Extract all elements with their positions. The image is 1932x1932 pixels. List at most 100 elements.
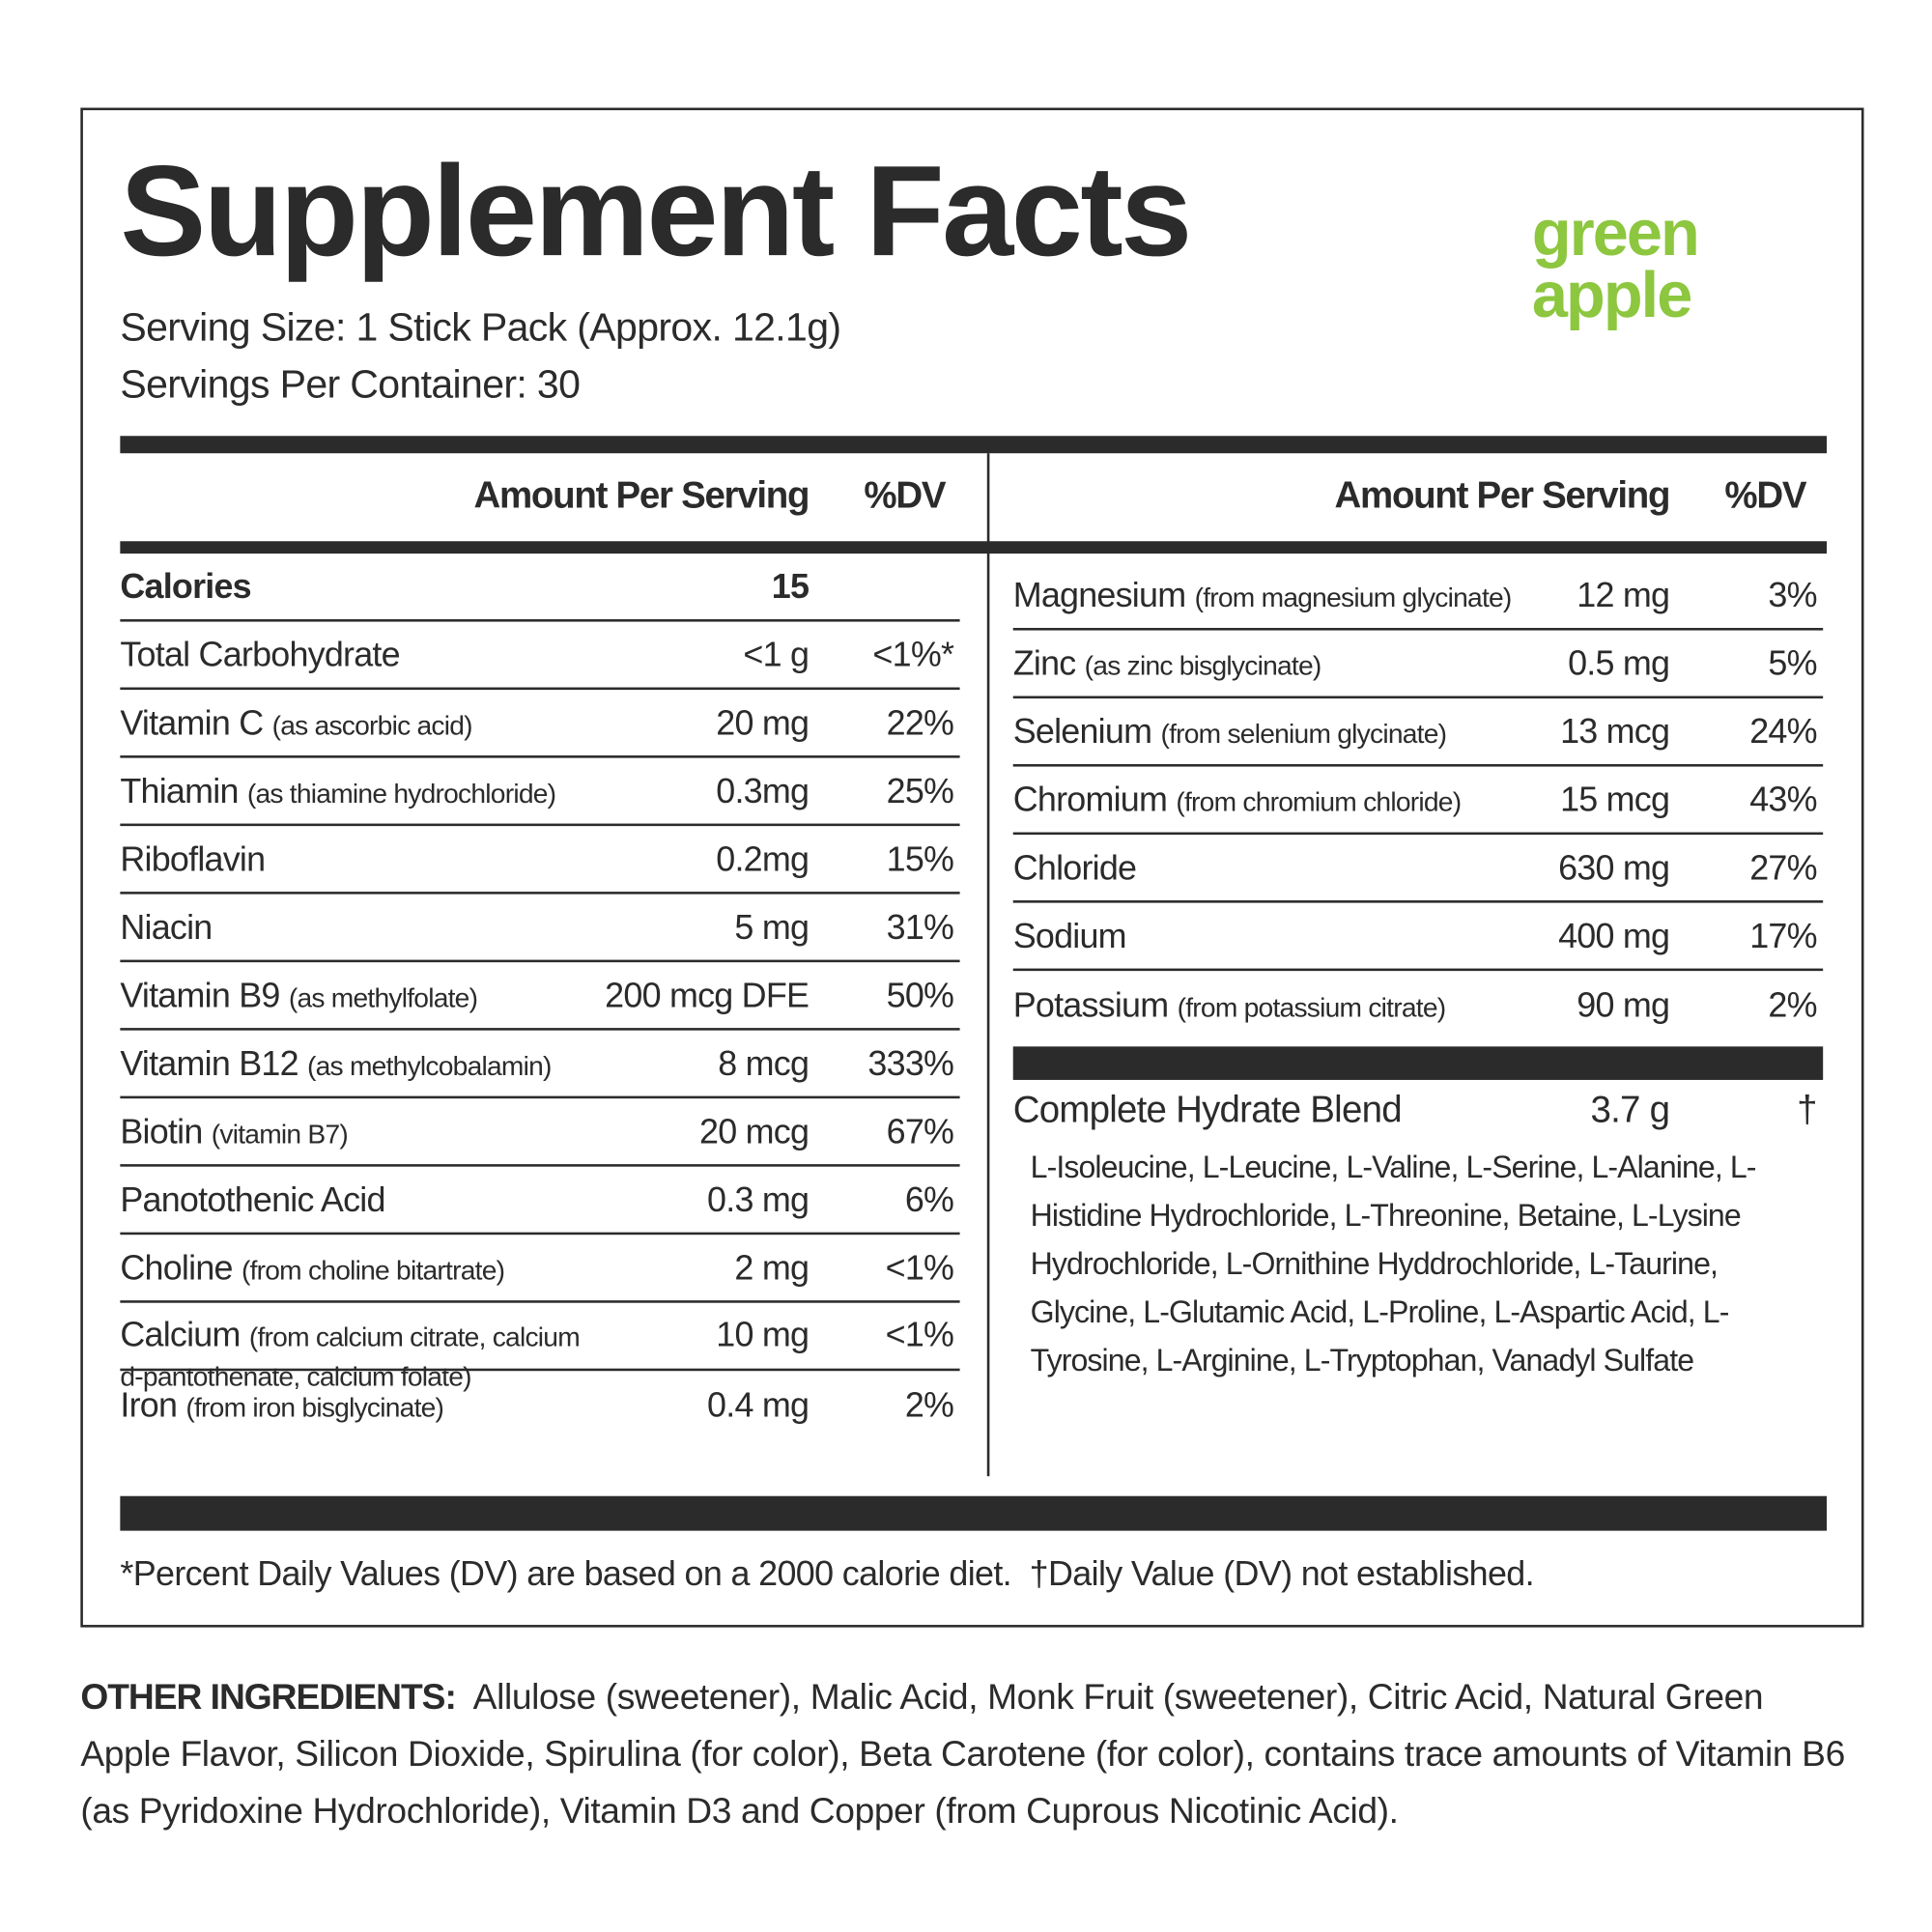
nutrient-name: Calories [120,566,251,606]
nutrient-note: (from potassium citrate) [1177,991,1447,1023]
nutrient-note: (from selenium glycinate) [1160,717,1447,749]
daily-value: 67% [886,1111,954,1151]
dv-header: %DV [864,475,946,517]
amount-header: Amount Per Serving [1334,475,1671,517]
nutrient-row: Vitamin B12 (as methylcobalamin) 8 mcg 333… [120,1031,960,1099]
blend-amount: 3.7 g [1590,1090,1670,1131]
amount: 0.3 mg [707,1179,810,1218]
daily-value: 2% [1768,984,1817,1024]
nutrient: Calories [120,567,594,607]
nutrient: Chloride [1013,848,1536,888]
nutrient-name: Riboflavin [120,838,266,878]
amount: 90 mg [1577,984,1670,1024]
daily-value: <1%* [872,635,954,673]
nutrient-name: Vitamin C [120,702,264,742]
nutrient-row: Total Carbohydrate <1 g <1%* [120,622,960,691]
amount: 20 mg [716,702,810,742]
daily-value: 15% [886,838,954,878]
nutrient: Potassium (from potassium citrate) [1013,985,1536,1025]
nutrient-row: Choline (from choline bitartrate) 2 mg <1% [120,1235,960,1303]
bottom-rule [120,1495,1828,1531]
other-label: OTHER INGREDIENTS: [80,1678,457,1719]
footnote: *Percent Daily Values (DV) are based on … [120,1553,1534,1593]
blend-rule [1012,1046,1824,1080]
amount: 15 mcg [1560,780,1670,818]
nutrient-row: Calcium (from calcium citrate, calcium d… [120,1303,960,1392]
title: Supplement Facts [120,139,1192,284]
nutrient-row: Iron (from iron bisglycinate) 0.4 mg 2% [120,1371,959,1439]
amount: 0.3mg [716,771,810,810]
nutrient-row: Thiamin (as thiamine hydrochloride) 0.3mg… [120,758,960,827]
nutrient-name: Sodium [1012,916,1127,954]
nutrient-name: Magnesium [1012,575,1186,614]
nutrient: Zinc (as zinc bisglycinate) [1013,643,1536,683]
amount: <1 g [743,635,810,673]
amount: 15 [771,566,810,606]
nutrient: Calcium (from calcium citrate, calcium d… [120,1316,594,1395]
nutrient-name: Selenium [1012,711,1152,751]
nutrient-row: Biotin (vitamin B7) 20 mcg 67% [120,1098,960,1167]
header-rule [120,541,1828,554]
nutrient-row: Riboflavin 0.2mg 15% [120,826,960,895]
nutrient-note: (as methylfolate) [288,981,478,1013]
nutrient-note: (from chromium chloride) [1176,785,1462,817]
nutrient: Biotin (vitamin B7) [120,1112,594,1151]
serving-size: Serving Size: 1 Stick Pack (Approx. 12.1… [120,304,841,350]
nutrient-name: Vitamin B12 [120,1043,298,1082]
nutrient: Selenium (from selenium glycinate) [1013,712,1536,752]
nutrient-row: Vitamin B9 (as methylfolate) 200 mcg DFE 5… [120,962,960,1031]
amount: 10 mg [716,1315,810,1354]
nutrient-name: Calcium [120,1315,241,1354]
nutrient-row: Calories 15 [120,554,960,622]
daily-value: 3% [1768,575,1817,614]
blend-dv: † [1797,1090,1817,1131]
amount: 200 mcg DFE [605,975,810,1014]
nutrient: Vitamin B9 (as methylfolate) [120,976,594,1015]
nutrient-note: (vitamin B7) [211,1118,349,1150]
daily-value: 17% [1749,916,1817,954]
amount: 5 mg [734,907,810,946]
other-text: Allulose (sweetener), Malic Acid, Monk F… [80,1678,1845,1833]
nutrient: Magnesium (from magnesium glycinate) [1013,576,1536,615]
nutrient-note: (as ascorbic acid) [271,708,473,741]
nutrient-note: (from calcium citrate, calcium d-pantoth… [120,1321,580,1393]
nutrient-name: Chloride [1012,847,1137,887]
amount: 0.2mg [716,838,810,878]
nutrient-name: Potassium [1012,984,1169,1024]
nutrient-name: Thiamin [120,771,239,810]
nutrient-row: Zinc (as zinc bisglycinate) 0.5 mg 5% [1012,631,1824,699]
other-ingredients: OTHER INGREDIENTS: Allulose (sweetener),… [80,1669,1851,1840]
amount: 400 mg [1558,916,1670,954]
nutrient-note: (as zinc bisglycinate) [1084,649,1322,681]
nutrient-note: (from choline bitartrate) [241,1254,505,1286]
nutrient-note: (from magnesium glycinate) [1194,581,1513,612]
amount: 0.4 mg [707,1384,810,1424]
column-divider [986,453,990,1477]
right-table: Magnesium (from magnesium glycinate) 12 m… [1012,562,1824,1039]
nutrient-row: Chromium (from chromium chloride) 15 mcg 4… [1012,767,1824,836]
nutrient-name: Panotothenic Acid [120,1179,385,1218]
amount: 630 mg [1558,847,1670,887]
nutrient-name: Biotin [120,1111,203,1151]
nutrient: Iron (from iron bisglycinate) [120,1385,594,1425]
daily-value: <1% [885,1247,954,1287]
nutrient-row: Panotothenic Acid 0.3 mg 6% [120,1167,960,1236]
amount: 12 mg [1577,575,1670,614]
daily-value: <1% [885,1315,954,1354]
blend-ingredients: L-Isoleucine, L-Leucine, L-Valine, L-Ser… [1030,1151,1757,1378]
thick-rule [120,436,1828,454]
nutrient: Vitamin C (as ascorbic acid) [120,703,594,743]
nutrient-note: (from iron bisglycinate) [185,1391,444,1423]
daily-value: 6% [904,1179,954,1218]
daily-value: 2% [904,1384,954,1424]
nutrient-row: Vitamin C (as ascorbic acid) 20 mg 22% [120,690,960,758]
nutrient-row: Magnesium (from magnesium glycinate) 12 m… [1012,562,1824,631]
nutrient-name: Choline [120,1247,233,1287]
daily-value: 333% [867,1043,954,1082]
nutrient-name: Chromium [1012,780,1168,818]
nutrient: Chromium (from chromium chloride) [1013,780,1536,819]
nutrient-name: Iron [120,1384,178,1424]
nutrient-name: Niacin [120,907,213,946]
amount: 0.5 mg [1568,643,1670,682]
